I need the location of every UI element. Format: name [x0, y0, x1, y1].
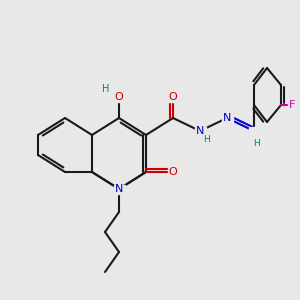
- Text: N: N: [223, 113, 231, 123]
- Text: H: H: [202, 134, 209, 143]
- Bar: [113, 92, 124, 101]
- Text: H: H: [102, 84, 110, 94]
- Bar: [221, 113, 233, 122]
- Text: O: O: [115, 92, 123, 102]
- Text: H: H: [253, 139, 260, 148]
- Bar: [287, 100, 296, 109]
- Bar: [113, 184, 124, 194]
- Text: O: O: [169, 167, 177, 177]
- Text: F: F: [289, 100, 295, 110]
- Text: N: N: [115, 184, 123, 194]
- Text: O: O: [169, 92, 177, 102]
- Bar: [167, 92, 178, 101]
- Bar: [194, 127, 206, 136]
- Text: N: N: [196, 126, 204, 136]
- Bar: [248, 127, 260, 136]
- Bar: [167, 167, 178, 176]
